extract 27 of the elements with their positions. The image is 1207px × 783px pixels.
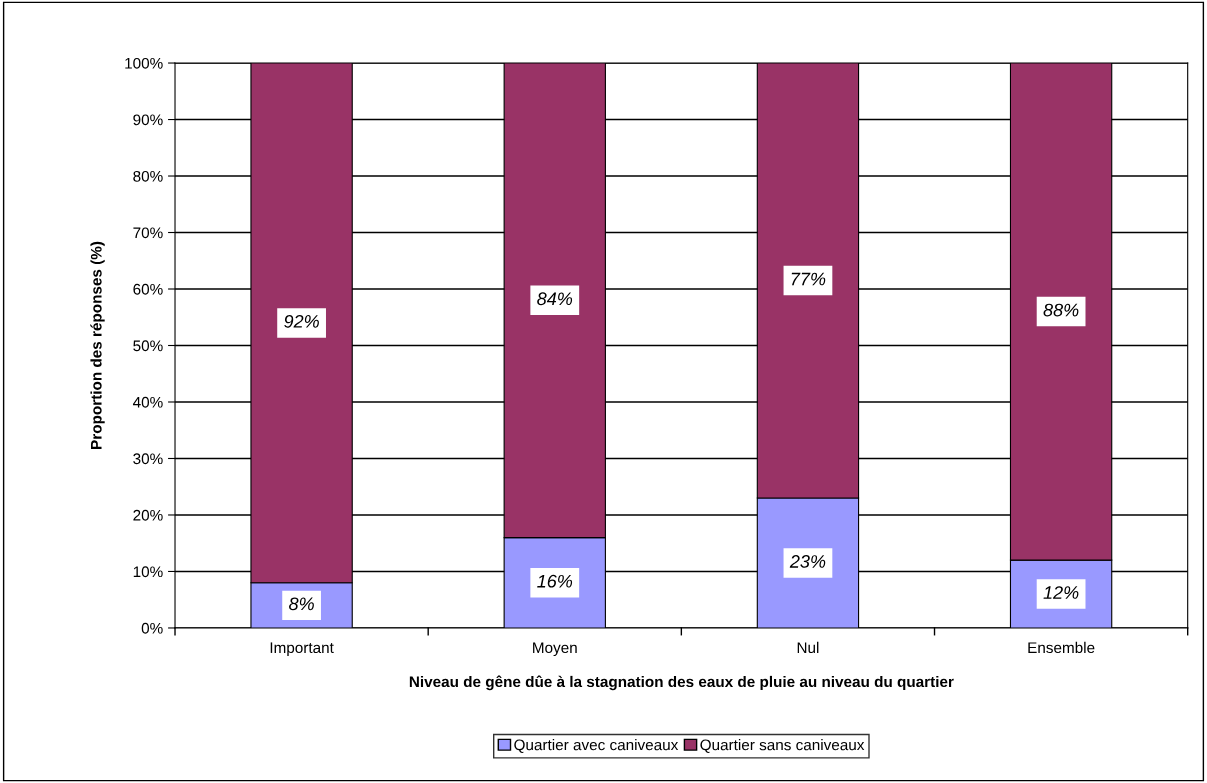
data-label: 77% xyxy=(791,272,826,286)
data-label: 88% xyxy=(1043,303,1079,317)
data-label: 92% xyxy=(284,314,319,328)
data-label: 84% xyxy=(537,292,573,306)
legend-label: Quartier sans caniveaux xyxy=(700,739,865,754)
data-label: 8% xyxy=(289,597,314,611)
y-tick-label: 0% xyxy=(141,622,163,634)
y-tick-label: 100% xyxy=(125,57,163,69)
y-tick-label: 10% xyxy=(133,566,163,578)
y-tick-label: 60% xyxy=(133,283,163,295)
data-label: 16% xyxy=(537,574,573,588)
y-tick-label: 50% xyxy=(133,340,163,352)
x-tick-label: Ensemble xyxy=(1028,641,1095,654)
x-tick-label: Important xyxy=(270,642,334,657)
x-tick-label: Moyen xyxy=(533,642,577,657)
x-tick-label: Nul xyxy=(797,641,819,654)
y-tick-label: 90% xyxy=(133,114,163,126)
y-tick-label: 30% xyxy=(133,453,163,465)
y-tick-label: 40% xyxy=(132,396,163,408)
data-label: 23% xyxy=(789,555,826,568)
y-tick-label: 80% xyxy=(133,170,163,182)
x-axis-title: Niveau de gêne dûe à la stagnation des eaux de pluie au niveau du quartier xyxy=(409,675,954,691)
y-tick-label: 70% xyxy=(133,227,163,239)
y-axis-title: Proportion des réponses (%) xyxy=(90,241,105,449)
data-label: 12% xyxy=(1043,586,1079,599)
y-tick-label: 20% xyxy=(133,509,163,521)
legend-label: Quartier avec caniveaux xyxy=(514,739,679,754)
